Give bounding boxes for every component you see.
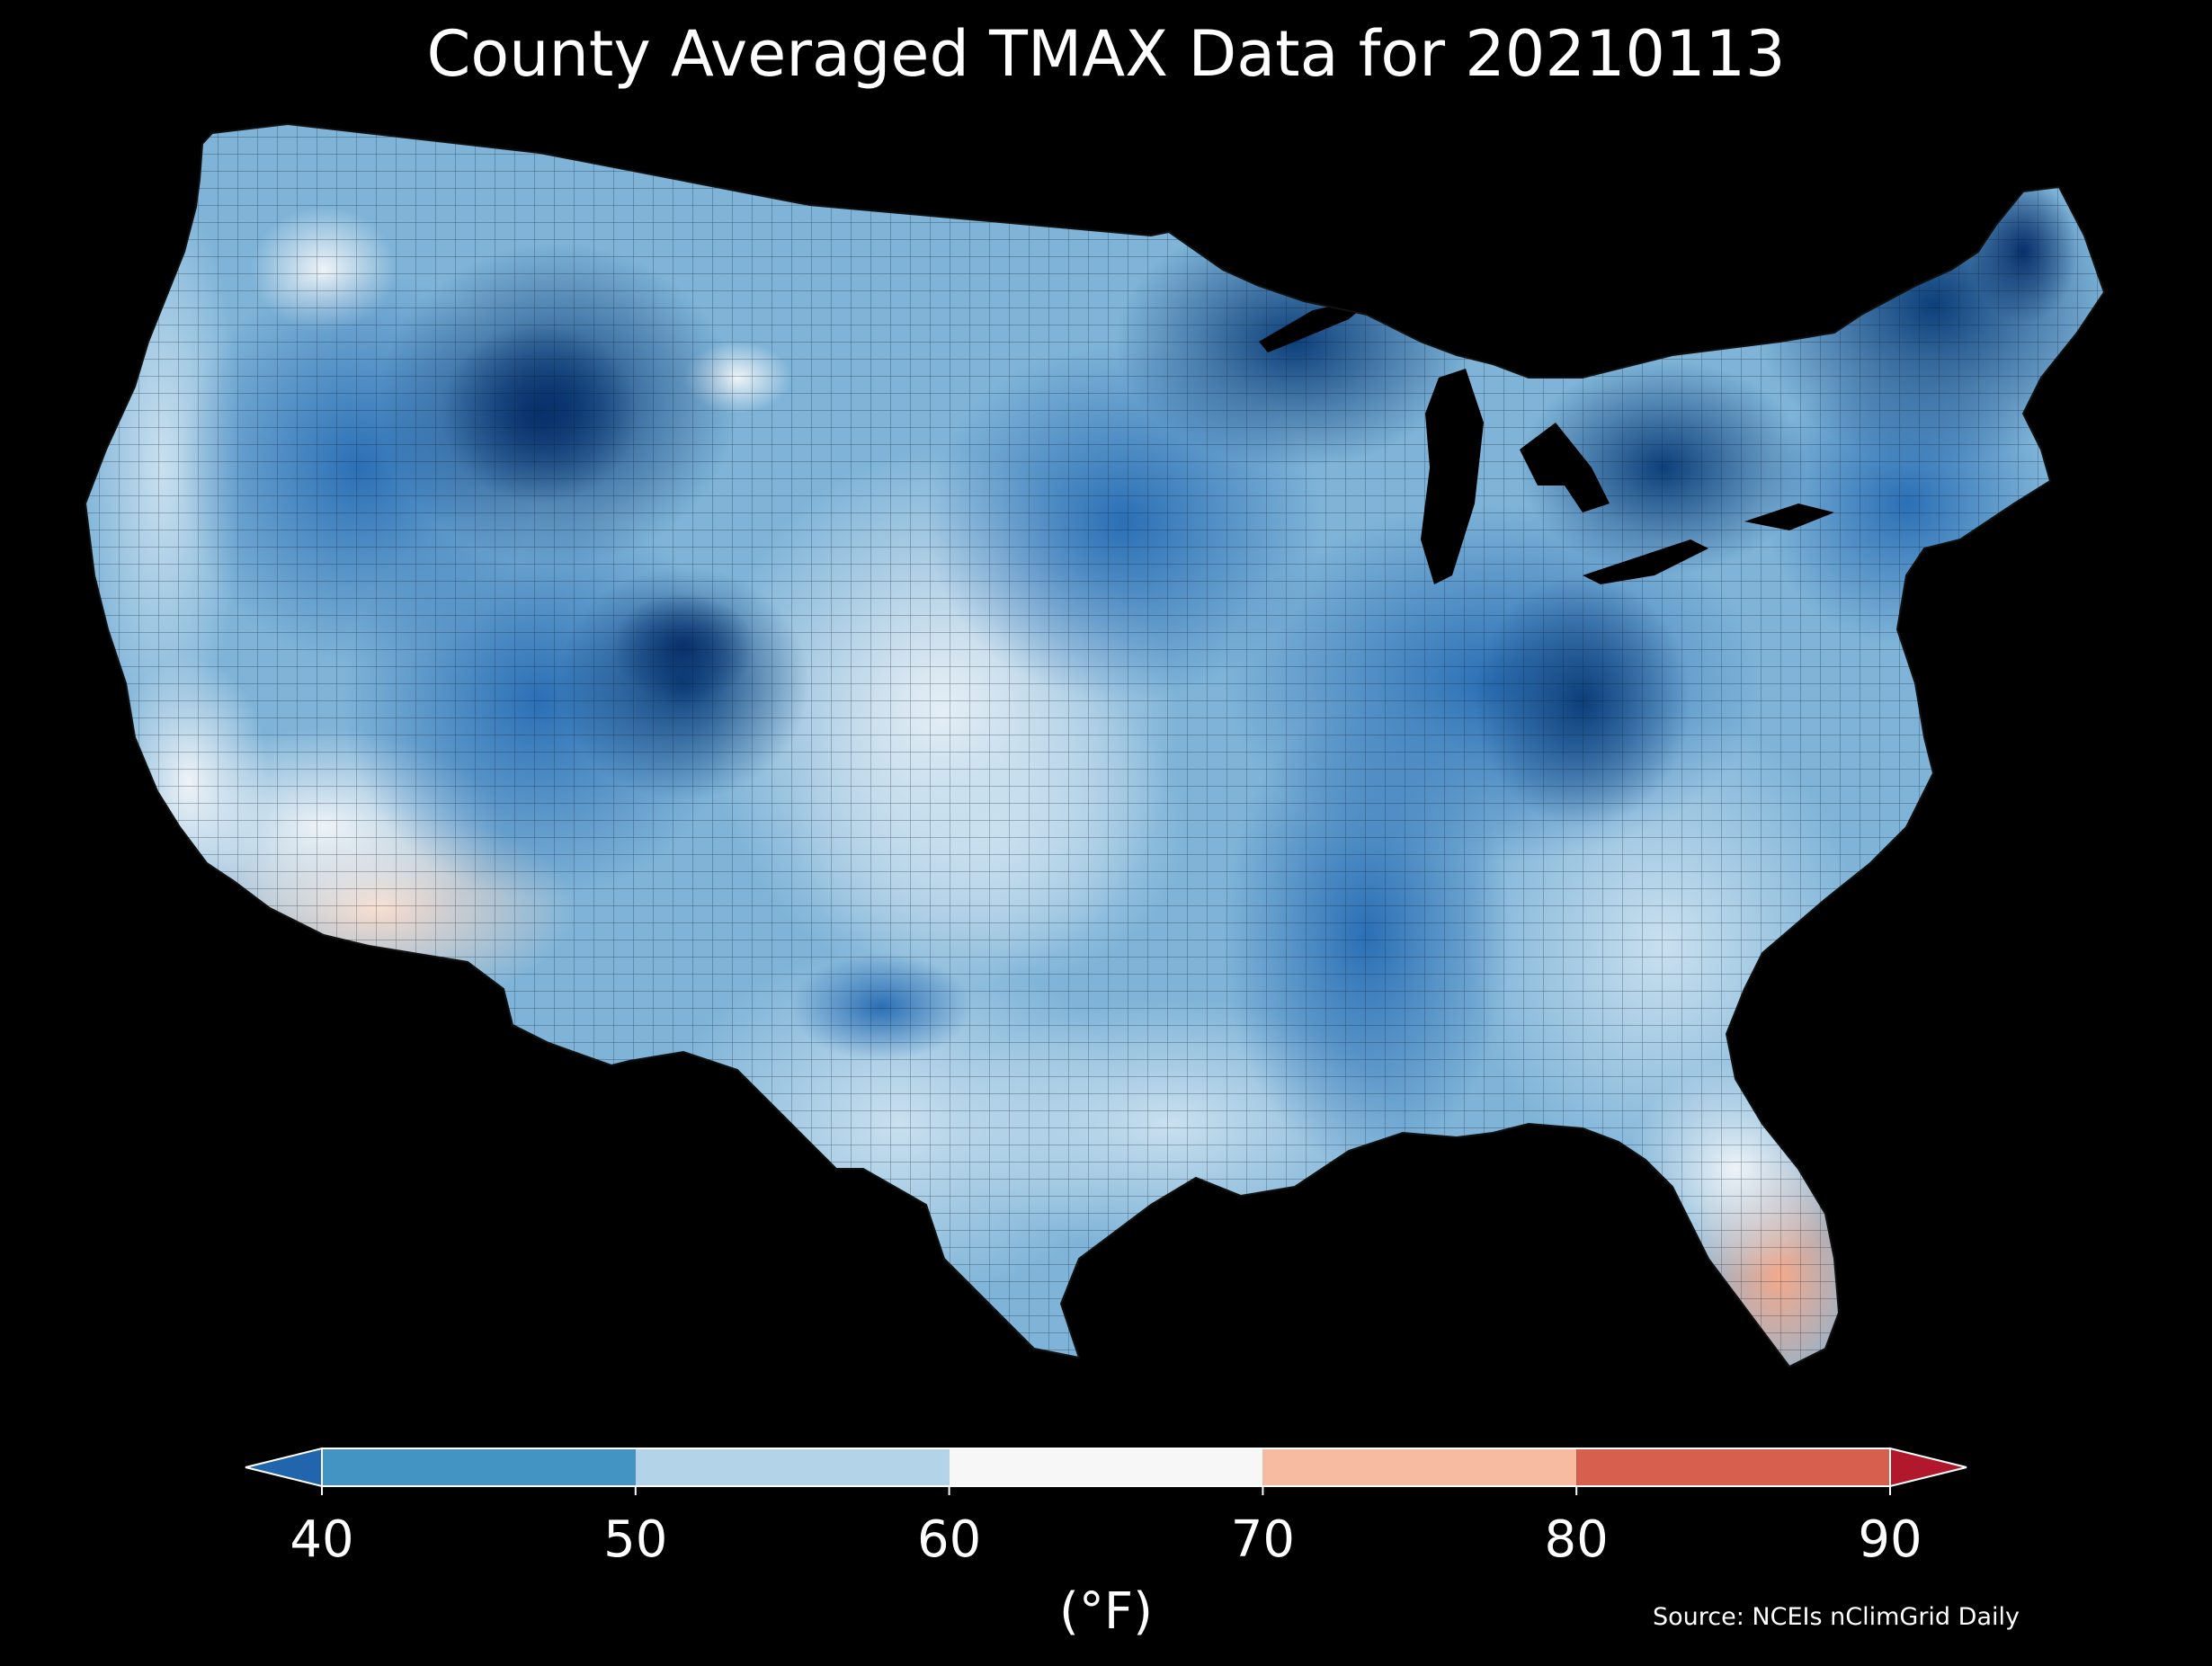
colorbar-bin-5 <box>1576 1448 1890 1486</box>
colorbar-bin-4 <box>1262 1448 1577 1486</box>
colorbar-tick-label: 90 <box>1858 1510 1922 1569</box>
colorbar-bin-3 <box>949 1448 1263 1486</box>
colorbar-bin-1 <box>322 1448 636 1486</box>
colorbar-tick-label: 40 <box>290 1510 354 1569</box>
colorbar-bin-2 <box>635 1448 950 1486</box>
colorbar-tick-label: 70 <box>1230 1510 1296 1569</box>
colorbar-bin-6 <box>1889 1447 1967 1488</box>
country-outline <box>84 122 2106 1368</box>
colorbar-tick-label: 60 <box>916 1510 982 1569</box>
colorbar-tick-label: 50 <box>603 1510 668 1569</box>
colorbar-unit-label: (°F) <box>1059 1582 1153 1641</box>
colorbar-tick-label: 80 <box>1544 1510 1609 1569</box>
colorbar-bin-0 <box>245 1447 323 1488</box>
map-title: County Averaged TMAX Data for 20210113 <box>426 17 1786 91</box>
source-note: Source: NCEIs nClimGrid Daily <box>1653 1603 2020 1631</box>
great-lakes <box>1259 297 1834 584</box>
